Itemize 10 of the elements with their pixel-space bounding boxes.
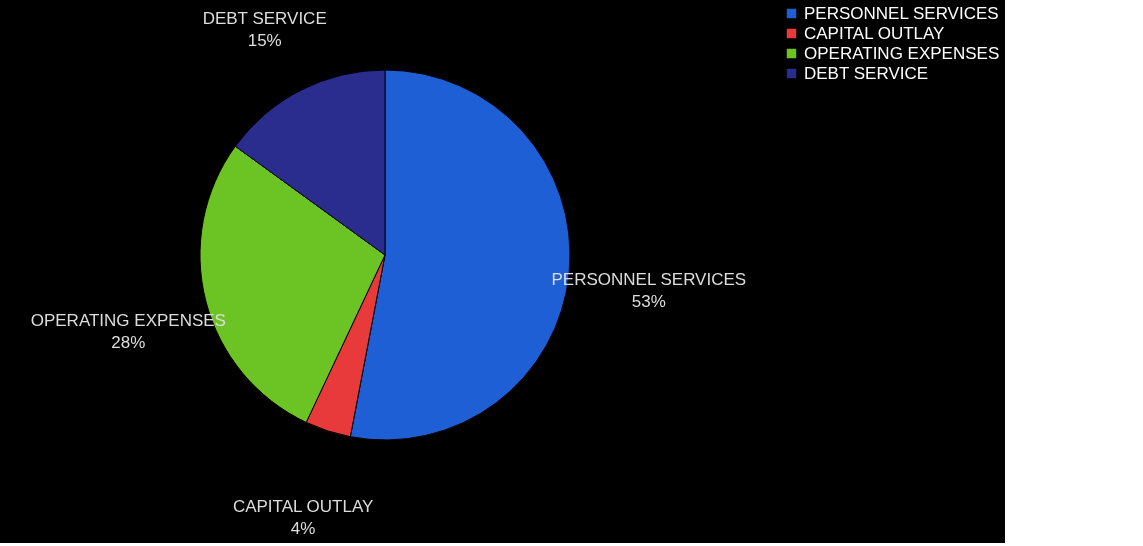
legend-label: CAPITAL OUTLAY bbox=[804, 23, 945, 43]
data-label: 4% bbox=[290, 519, 316, 539]
legend-label: OPERATING EXPENSES bbox=[804, 43, 1000, 63]
data-label: 53% bbox=[631, 291, 666, 311]
legend-label: DEBT SERVICE bbox=[804, 63, 929, 83]
data-label: 15% bbox=[247, 30, 282, 50]
data-label: 28% bbox=[111, 332, 146, 352]
slice-label: DEBT SERVICE bbox=[202, 8, 327, 28]
slice-label: CAPITAL OUTLAY bbox=[232, 497, 374, 517]
legend-label: PERSONNEL SERVICES bbox=[804, 3, 999, 23]
